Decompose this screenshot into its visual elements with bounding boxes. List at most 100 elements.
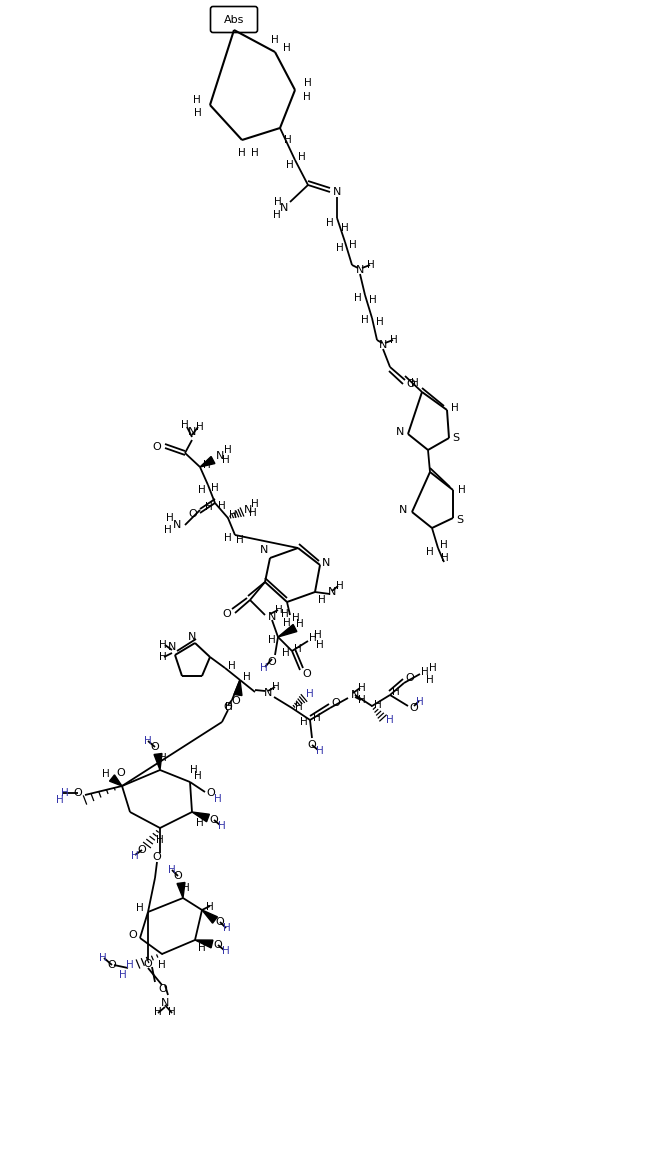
Text: H: H — [268, 635, 276, 645]
Text: H: H — [451, 403, 459, 413]
Text: H: H — [441, 553, 449, 562]
Text: O: O — [410, 703, 419, 713]
Text: H: H — [99, 953, 107, 963]
Text: H: H — [426, 547, 434, 557]
Text: H: H — [295, 703, 303, 712]
Text: H: H — [283, 43, 291, 53]
Text: H: H — [458, 485, 466, 495]
Text: N: N — [188, 633, 196, 642]
Text: H: H — [281, 609, 289, 619]
Text: H: H — [314, 630, 322, 640]
Text: H: H — [168, 865, 176, 875]
Text: H: H — [386, 715, 394, 725]
Text: S: S — [452, 433, 459, 443]
Text: H: H — [440, 540, 448, 550]
Text: N: N — [161, 998, 169, 1008]
Text: H: H — [273, 210, 281, 221]
Text: H: H — [296, 619, 304, 629]
Text: O: O — [303, 669, 312, 679]
Polygon shape — [278, 624, 297, 637]
Text: H: H — [159, 640, 167, 650]
Text: H: H — [168, 1007, 176, 1016]
Text: N: N — [280, 203, 288, 214]
Text: N: N — [356, 265, 364, 275]
Text: H: H — [119, 970, 127, 980]
Text: H: H — [271, 35, 279, 46]
Text: O: O — [144, 959, 152, 969]
Text: H: H — [411, 378, 419, 387]
Text: H: H — [249, 508, 257, 518]
Text: N: N — [173, 520, 181, 530]
Text: H: H — [367, 260, 375, 270]
Text: H: H — [225, 703, 233, 712]
Text: H: H — [316, 746, 324, 756]
Text: H: H — [228, 661, 236, 671]
Text: H: H — [374, 700, 382, 710]
Text: O: O — [153, 852, 161, 862]
Text: N: N — [268, 612, 276, 622]
Polygon shape — [192, 812, 209, 822]
Text: O: O — [74, 788, 82, 798]
Text: H: H — [341, 223, 349, 233]
Text: H: H — [194, 109, 202, 118]
Text: H: H — [429, 663, 437, 673]
Text: H: H — [196, 422, 204, 432]
Text: H: H — [390, 335, 398, 345]
Text: O: O — [406, 673, 414, 683]
Text: H: H — [309, 633, 317, 643]
Polygon shape — [234, 680, 242, 696]
Text: O: O — [174, 871, 182, 881]
Text: H: H — [154, 1007, 162, 1016]
Text: H: H — [392, 687, 400, 697]
Text: H: H — [283, 619, 291, 628]
Text: N: N — [379, 340, 388, 350]
Text: H: H — [358, 683, 366, 693]
Text: O: O — [209, 815, 218, 825]
Text: H: H — [214, 794, 222, 804]
Text: H: H — [158, 960, 166, 970]
Text: O: O — [224, 703, 233, 712]
Text: H: H — [274, 197, 282, 207]
Text: O: O — [153, 442, 161, 452]
Text: H: H — [349, 240, 357, 250]
Text: H: H — [426, 675, 434, 685]
Text: O: O — [332, 698, 340, 708]
Text: N: N — [328, 587, 336, 598]
Text: H: H — [361, 315, 369, 324]
Text: H: H — [376, 317, 384, 327]
Text: N: N — [396, 427, 404, 436]
Text: H: H — [336, 243, 344, 253]
Text: N: N — [351, 690, 359, 700]
Text: H: H — [272, 682, 280, 692]
Text: H: H — [224, 445, 232, 455]
Text: H: H — [61, 788, 69, 798]
Text: H: H — [206, 902, 214, 911]
Text: H: H — [159, 652, 167, 662]
Text: H: H — [223, 923, 231, 932]
Text: H: H — [156, 836, 164, 845]
Text: O: O — [216, 917, 224, 927]
Text: H: H — [304, 78, 312, 88]
Text: H: H — [275, 605, 283, 615]
Text: H: H — [298, 152, 306, 162]
Text: H: H — [164, 525, 172, 534]
Polygon shape — [195, 939, 213, 948]
Text: H: H — [205, 502, 213, 512]
Text: N: N — [322, 558, 330, 568]
Text: O: O — [189, 509, 198, 519]
Text: H: H — [282, 648, 290, 658]
Text: H: H — [286, 160, 294, 170]
Text: H: H — [131, 851, 139, 861]
Text: H: H — [294, 644, 302, 654]
Text: H: H — [260, 663, 268, 673]
Text: H: H — [229, 510, 237, 520]
Text: O: O — [308, 740, 316, 750]
Text: O: O — [231, 696, 240, 706]
Text: H: H — [56, 795, 64, 805]
Text: H: H — [218, 822, 226, 831]
Text: H: H — [251, 499, 259, 509]
Text: H: H — [251, 148, 259, 158]
Text: H: H — [313, 713, 321, 724]
Polygon shape — [110, 775, 122, 787]
Text: O: O — [214, 939, 222, 950]
